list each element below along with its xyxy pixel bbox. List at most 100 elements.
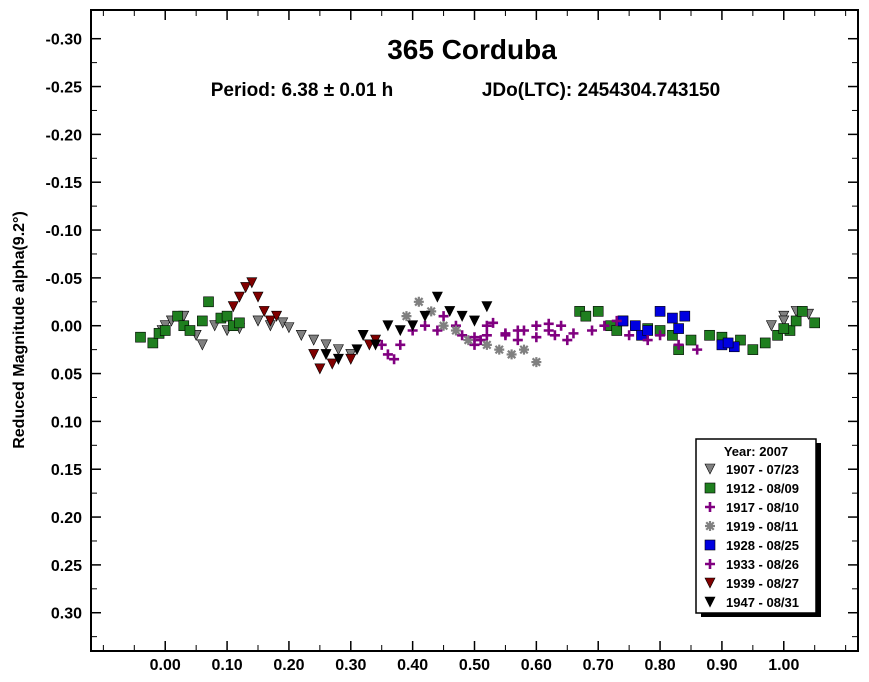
data-point [778, 315, 790, 327]
legend-label: 1917 - 08/10 [726, 500, 799, 515]
y-axis-label: Reduced Magnitude alpha(9.2°) [11, 211, 28, 449]
y-tick-label: -0.05 [46, 271, 83, 288]
data-point [506, 349, 517, 360]
data-point [432, 325, 443, 336]
legend-label: 1928 - 08/25 [726, 538, 799, 553]
data-point [357, 329, 369, 341]
y-tick-label: 0.15 [51, 462, 82, 479]
data-point [227, 301, 239, 313]
data-point [469, 315, 480, 327]
data-point [778, 323, 790, 334]
data-point [673, 323, 684, 334]
legend-marker [705, 502, 715, 512]
y-tick-label: -0.15 [46, 175, 83, 192]
data-point [197, 315, 208, 327]
data-point [221, 310, 233, 322]
data-point [543, 325, 554, 336]
data-point [673, 339, 684, 350]
y-tick-label: 0.00 [51, 319, 82, 336]
data-point [556, 320, 567, 331]
data-point [431, 291, 443, 303]
data-point [314, 363, 326, 375]
data-point [655, 330, 666, 341]
data-point [624, 330, 635, 341]
data-point [599, 320, 610, 331]
y-tick-label: -0.25 [46, 80, 83, 97]
chart-subtitle-period: Period: 6.38 ± 0.01 h [211, 80, 394, 101]
y-tick-label: 0.20 [51, 510, 82, 527]
x-tick-label: 0.30 [335, 657, 366, 674]
data-point [426, 306, 437, 317]
data-point [196, 339, 208, 351]
data-point [531, 357, 542, 368]
legend-marker [705, 559, 715, 569]
data-point [494, 344, 505, 355]
x-tick-label: 0.00 [150, 657, 181, 674]
y-tick-label: -0.10 [46, 223, 83, 240]
x-tick-label: 1.00 [768, 657, 799, 674]
data-point [562, 335, 573, 346]
data-point [580, 310, 592, 322]
data-point [376, 339, 387, 350]
legend-label: 1912 - 08/09 [726, 481, 799, 496]
data-point [389, 354, 400, 365]
data-point [654, 306, 666, 317]
legend-label: 1907 - 07/23 [726, 462, 799, 477]
data-point [283, 322, 295, 334]
data-point [692, 344, 703, 355]
data-point [345, 353, 357, 365]
data-point [481, 330, 492, 341]
data-point [370, 339, 382, 351]
data-point [642, 335, 653, 346]
data-point [394, 325, 406, 337]
legend-label: 1947 - 08/31 [726, 595, 799, 610]
data-point [252, 315, 264, 327]
data-point [642, 325, 653, 336]
legend-label: 1919 - 08/11 [726, 519, 798, 534]
data-point [438, 320, 449, 331]
data-point [252, 291, 264, 303]
data-point [203, 296, 214, 308]
data-point [685, 334, 697, 346]
data-point [320, 349, 332, 361]
data-point [790, 315, 802, 327]
legend-label: 1939 - 08/27 [726, 576, 799, 591]
data-point [722, 337, 734, 349]
legend-items: 1907 - 07/23 1912 - 08/09 1917 - 08/10 1919… [704, 462, 799, 610]
data-point [679, 310, 691, 322]
data-point [797, 306, 808, 317]
legend: Year: 2007 1907 - 07/23 1912 - 08/09 1917 … [695, 438, 821, 617]
data-point [735, 334, 746, 346]
data-point [240, 282, 252, 294]
data-point [531, 332, 542, 343]
data-point [395, 339, 406, 350]
data-point [184, 325, 196, 336]
legend-marker [704, 539, 716, 551]
x-tick-label: 0.60 [521, 657, 552, 674]
data-point [320, 339, 332, 351]
x-tick-label: 0.40 [397, 657, 428, 674]
data-point [667, 312, 678, 324]
data-point [809, 317, 821, 329]
data-point [500, 328, 511, 339]
data-point [488, 317, 499, 328]
data-point [233, 291, 245, 303]
data-point [351, 344, 363, 356]
legend-marker [704, 596, 716, 608]
data-points [135, 277, 821, 375]
data-point [407, 320, 419, 332]
data-point [382, 349, 393, 360]
data-point [234, 317, 245, 329]
series-1919-08-11 [401, 296, 542, 368]
legend-label: 1933 - 08/26 [726, 557, 799, 572]
data-point [587, 325, 598, 336]
data-point [611, 325, 623, 336]
data-point [568, 328, 579, 339]
series-1947-08-31 [320, 291, 493, 365]
data-point [295, 329, 307, 341]
y-tick-label: -0.20 [46, 127, 83, 144]
y-tick-label: 0.25 [51, 558, 82, 575]
data-point [456, 310, 468, 322]
data-point [159, 325, 171, 336]
